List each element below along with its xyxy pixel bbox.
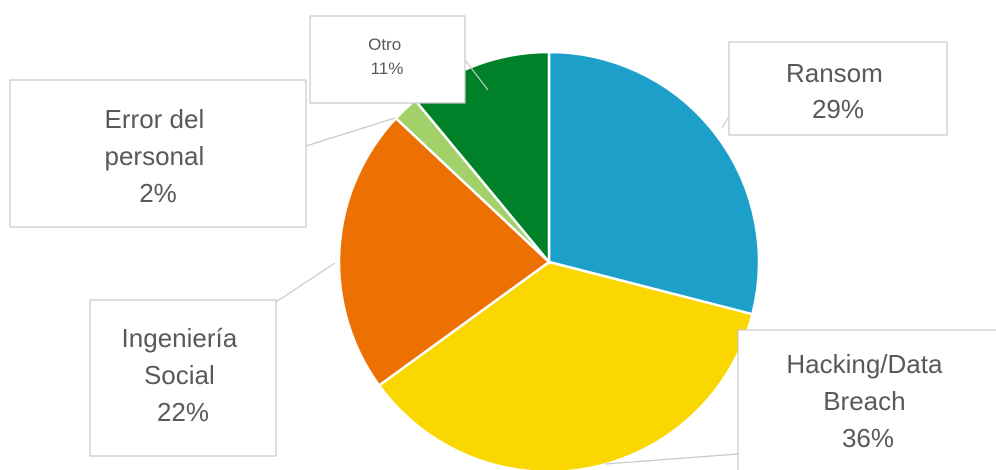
- callout-hacking: [737, 329, 996, 470]
- callout-otro: [309, 15, 466, 104]
- leader-ransom: [721, 117, 729, 129]
- label-hacking: Hacking/Data Breach 36%: [786, 349, 949, 453]
- callout-ingenieria: [89, 299, 277, 457]
- leader-otro: [464, 59, 489, 91]
- label-error: Error del personal 2%: [105, 104, 212, 208]
- slice-ingenieria: [337, 116, 551, 388]
- leader-error: [305, 117, 396, 147]
- callout-ransom: [728, 41, 948, 136]
- slice-hacking: [377, 260, 754, 470]
- leader-ingenieria: [275, 262, 336, 303]
- label-ingenieria: Ingeniería Social 22%: [122, 323, 245, 427]
- callout-error: [9, 79, 307, 228]
- leader-hacking: [604, 453, 739, 465]
- slice-ransom: [547, 50, 761, 316]
- pie-slices: [337, 50, 761, 470]
- label-otro: Otro 11%: [368, 35, 406, 78]
- label-ransom: Ransom 29%: [786, 58, 890, 124]
